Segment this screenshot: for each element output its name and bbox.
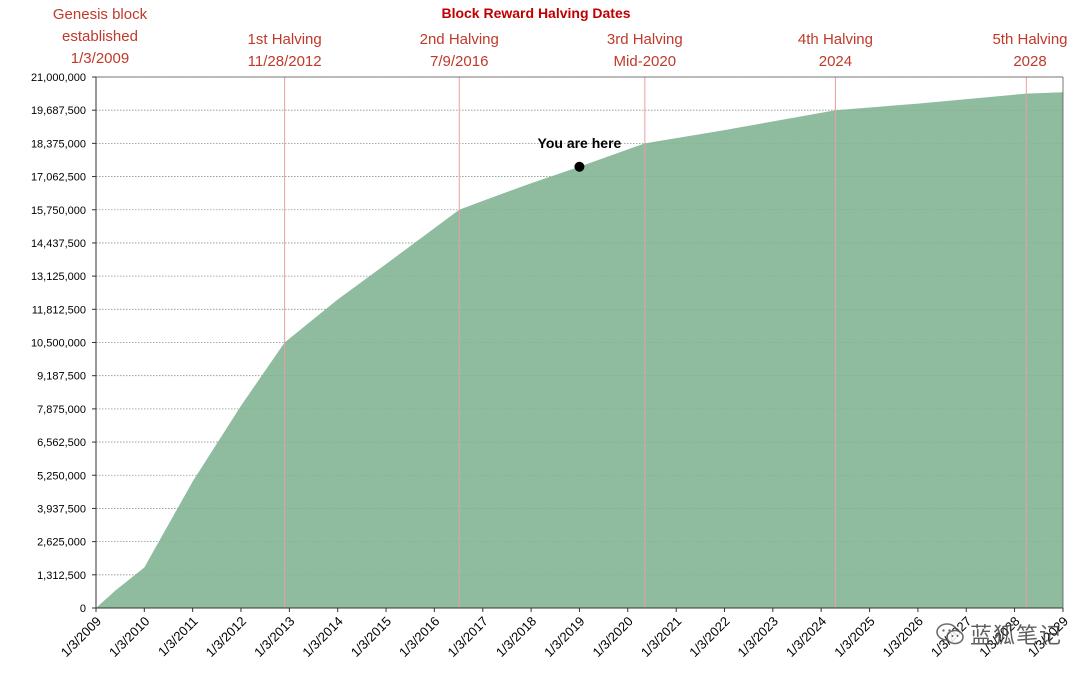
event-label-line: 1/3/2009 <box>71 50 129 67</box>
y-tick-label: 9,187,500 <box>37 371 86 383</box>
event-labels: Genesis block established 1/3/2009 1st Halv… <box>53 6 1068 70</box>
y-tick-label: 19,687,500 <box>31 105 86 117</box>
y-tick-label: 11,812,500 <box>32 304 86 316</box>
y-tick-label: 6,562,500 <box>37 437 86 449</box>
event-label: 1st Halving 11/28/2012 <box>248 31 322 70</box>
event-label-line: 4th Halving <box>798 31 873 48</box>
y-tick-labels: 0 1,312,500 2,625,000 3,937,500 5,250,000 6,5… <box>31 72 96 615</box>
supply-area <box>96 92 1063 608</box>
event-label-line: 2024 <box>819 53 852 70</box>
event-label: 3rd Halving Mid-2020 <box>607 31 683 70</box>
y-tick-label: 0 <box>80 603 86 615</box>
y-tick-label: 21,000,000 <box>31 72 86 84</box>
y-tick-label: 13,125,000 <box>31 271 86 283</box>
event-label-line: Mid-2020 <box>614 53 677 70</box>
event-label-line: 11/28/2012 <box>248 53 322 70</box>
event-label-line: 2028 <box>1013 53 1046 70</box>
wechat-icon <box>936 623 964 645</box>
y-tick-label: 14,437,500 <box>31 238 86 250</box>
you-are-here-marker <box>574 161 585 172</box>
event-label: 2nd Halving 7/9/2016 <box>420 31 499 70</box>
y-tick-label: 1,312,500 <box>37 570 86 582</box>
y-tick-label: 3,937,500 <box>37 503 86 515</box>
watermark: 蓝狐笔记 <box>936 618 1062 650</box>
y-tick-label: 15,750,000 <box>31 205 86 217</box>
y-tick-label: 17,062,500 <box>31 172 86 184</box>
event-label: Genesis block established 1/3/2009 <box>53 6 148 67</box>
y-tick-label: 5,250,000 <box>37 470 86 482</box>
event-label-line: 2nd Halving <box>420 31 499 48</box>
event-label: 4th Halving 2024 <box>798 31 873 70</box>
annotation-layer: You are here <box>538 135 622 172</box>
you-are-here-label: You are here <box>538 135 622 151</box>
event-label-line: established <box>62 28 138 45</box>
event-label-line: Genesis block <box>53 6 148 23</box>
watermark-text: 蓝狐笔记 <box>969 624 1062 649</box>
event-line-layer <box>284 77 1027 608</box>
y-tick-label: 7,875,000 <box>37 404 86 416</box>
event-label: 5th Halving 2028 <box>992 31 1067 70</box>
y-tick-label: 2,625,000 <box>37 537 86 549</box>
y-tick-label: 18,375,000 <box>31 138 86 150</box>
chart-title: Block Reward Halving Dates <box>441 5 630 21</box>
event-label-line: 5th Halving <box>992 31 1067 48</box>
event-label-line: 1st Halving <box>248 31 322 48</box>
event-label-line: 3rd Halving <box>607 31 683 48</box>
event-label-line: 7/9/2016 <box>430 53 488 70</box>
area-layer <box>96 76 1063 608</box>
y-tick-label: 10,500,000 <box>31 338 86 350</box>
